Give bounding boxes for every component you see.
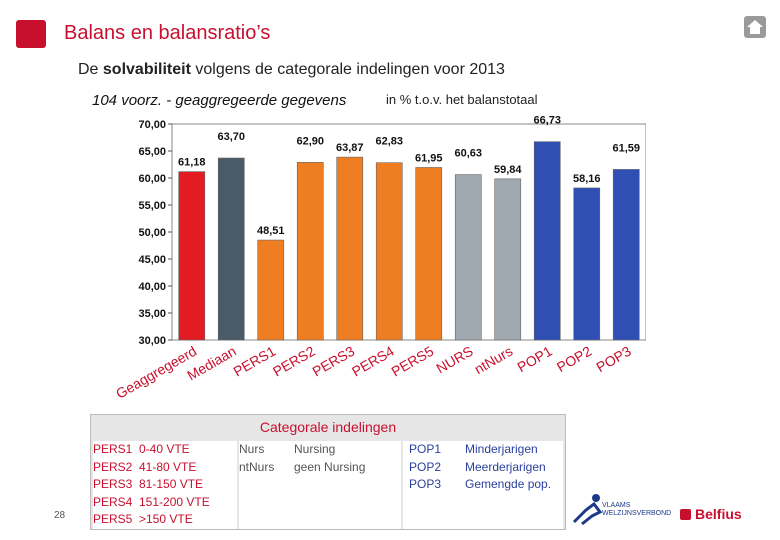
y-tick-label: 35,00 [138,308,166,320]
bar [257,239,285,341]
bar [217,157,245,341]
bar-value-label: 63,70 [217,131,245,143]
subtitle-suffix: volgens de categorale indelingen voor 20… [190,61,505,78]
chart-title: 104 voorz. - geaggregeerde gegevens [92,92,347,109]
y-tick-label: 30,00 [138,335,166,347]
y-tick-label: 60,00 [138,173,166,185]
bar-chart: 30,00 35,00 40,00 45,00 50,00 55,00 60,00 65,00… [113,115,646,402]
legend-row: PERS3 81-150 VTE [93,477,204,491]
bar [178,171,206,341]
bar-value-label: 60,63 [454,148,482,160]
bar-value-label: 61,18 [178,157,206,169]
legend-pop-col: POP1 Minderjarigen POP2 Meerderjarigen POP… [403,441,563,529]
bar [533,141,561,341]
x-category-label: PERS3 [309,343,357,380]
bar [494,178,522,341]
legend-row: PERS4 151-200 VTE [93,494,210,509]
legend-row: POP3 Gemengde pop. [409,477,552,491]
belfius-icon [680,509,691,520]
bar [415,167,443,341]
page-title: Balans en balansratio’s [64,22,271,44]
bar [336,156,364,341]
x-category-label: PERS4 [349,343,397,380]
x-category-label: NURS [433,343,475,377]
x-category-label: POP1 [514,343,555,376]
legend-row: POP1 Minderjarigen [409,442,538,456]
y-tick-label: 40,00 [138,281,166,293]
unit-note: in % t.o.v. het balanstotaal [386,92,538,107]
vlaams-welzijnsverbond-logo [572,494,603,526]
legend-row: PERS2 41-80 VTE [93,459,197,474]
bar [573,187,601,341]
header-logo-block [16,20,46,48]
legend-row: PERS5 >150 VTE [93,512,193,526]
bar [296,162,324,341]
bar-value-label: 48,51 [257,225,285,237]
x-category-label: PERS2 [270,343,318,380]
home-icon[interactable] [744,16,766,38]
bar-value-label: 66,73 [533,115,561,127]
bar-value-label: 62,83 [375,136,403,148]
subtitle-prefix: De [78,61,103,78]
bar-value-label: 61,59 [612,142,640,154]
y-tick-label: 65,00 [138,146,166,158]
legend-nurs-col: Nurs Nursing ntNurs geen Nursing [239,441,401,529]
y-tick-label: 70,00 [138,119,166,131]
bar [375,162,403,341]
bar [612,169,640,341]
x-category-label: ntNurs [472,343,516,377]
legend-title: Categorale indelingen [259,419,397,435]
y-tick-label: 45,00 [138,254,166,266]
x-category-label: POP3 [593,343,634,376]
bar-value-label: 59,84 [494,164,522,176]
x-category-label: PERS5 [388,343,436,380]
legend-panel: Categorale indelingen PERS1 0-40 VTE PERS… [90,414,566,530]
legend-row: POP2 Meerderjarigen [409,459,546,474]
y-tick-label: 55,00 [138,200,166,212]
legend-row: ntNurs geen Nursing [239,459,366,474]
bar-value-label: 62,90 [296,135,324,147]
x-category-label: PERS1 [230,343,278,380]
bar-value-label: 63,87 [336,142,364,154]
subtitle-bold: solvabiliteit [102,61,191,78]
vlaams-text: VLAAMS WELZIJNSVERBOND [602,502,672,517]
bar-value-label: 58,16 [573,173,601,185]
legend-row: PERS1 0-40 VTE [93,442,190,456]
belfius-logo: Belfius [680,506,742,522]
bar-value-label: 61,95 [415,152,443,164]
page-number: 28 [54,510,66,521]
x-category-label: POP2 [554,343,595,376]
y-tick-label: 50,00 [138,227,166,239]
bar [454,174,482,341]
legend-pers-col: PERS1 0-40 VTE PERS2 41-80 VTE PERS3 81-150… [93,441,237,529]
chart-subtitle: De solvabiliteit volgens de categorale i… [78,61,505,79]
legend-row: Nurs Nursing [239,442,336,456]
